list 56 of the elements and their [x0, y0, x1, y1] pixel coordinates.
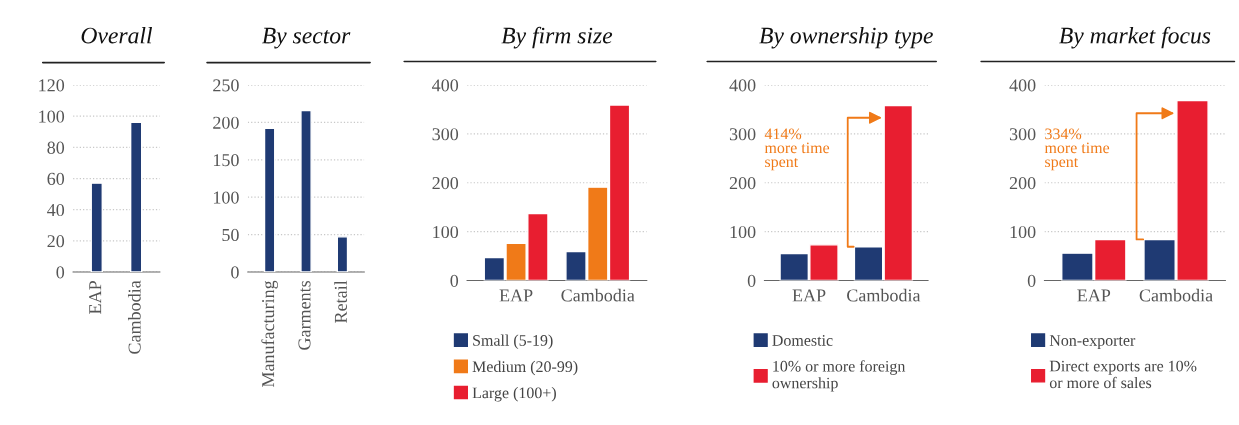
y-tick-label: 300 — [729, 128, 756, 141]
legend-label: 10% or more foreign ownership — [772, 360, 906, 392]
legend-label: Small (5-19) — [473, 334, 553, 350]
legend-label: Direct exports are 10% or more of sales — [1049, 360, 1197, 389]
y-tick-label: 80 — [47, 141, 65, 154]
y-tick-label: 400 — [432, 79, 459, 92]
legend-label: Non-exporter — [1049, 335, 1136, 350]
y-tick-label: 0 — [56, 266, 65, 279]
y-tick-label: 40 — [47, 203, 65, 217]
chart-title: By market focus — [1059, 26, 1211, 49]
y-tick-label: 120 — [39, 79, 65, 92]
y-tick-label: 300 — [432, 128, 459, 141]
chart-title: Overall — [81, 26, 153, 44]
x-tick-label: Cambodia — [127, 280, 141, 354]
y-tick-label: 400 — [1009, 79, 1036, 92]
bar — [336, 236, 349, 272]
y-tick-label: 400 — [729, 79, 756, 92]
y-tick-label: 100 — [730, 225, 756, 239]
y-tick-label: 100 — [1010, 225, 1036, 239]
y-tick-label: 50 — [222, 228, 239, 242]
legend-label: Domestic — [772, 335, 833, 346]
x-tick-label: Retail — [334, 280, 347, 323]
y-tick-label: 20 — [47, 235, 65, 248]
y-tick-label: 100 — [213, 191, 239, 204]
y-tick-label: 0 — [1027, 274, 1036, 287]
y-tick-label: 0 — [231, 266, 239, 279]
y-tick-label: 100 — [39, 110, 65, 123]
y-tick-label: 200 — [432, 177, 459, 190]
y-tick-label: 200 — [729, 177, 756, 190]
y-tick-label: 0 — [747, 274, 756, 287]
y-tick-label: 60 — [47, 172, 65, 185]
x-tick-label: EAP — [499, 289, 533, 302]
bar — [263, 127, 276, 272]
x-tick-label: EAP — [792, 289, 826, 302]
x-tick-label: Cambodia — [1139, 288, 1213, 302]
legend-label: Large (100+) — [472, 387, 556, 402]
legend-label: Medium (20-99) — [472, 360, 578, 376]
x-tick-label: EAP — [1077, 289, 1111, 302]
annotation: 334% more time spent — [1044, 128, 1110, 171]
y-tick-label: 300 — [1009, 128, 1036, 141]
chart-title: By firm size — [501, 26, 613, 49]
chart-title: By sector — [261, 27, 351, 49]
annotation: 414% more time spent — [764, 128, 830, 171]
y-tick-label: 100 — [433, 225, 459, 239]
x-tick-label: Manufacturing — [261, 280, 278, 388]
x-tick-label: Garments — [298, 280, 311, 350]
y-tick-label: 150 — [213, 154, 239, 167]
x-tick-label: EAP — [89, 281, 102, 314]
chart-title: By ownership type — [759, 26, 933, 49]
bar — [300, 109, 312, 272]
y-tick-label: 0 — [450, 274, 459, 287]
x-tick-label: Cambodia — [561, 288, 635, 302]
y-tick-label: 200 — [1009, 177, 1036, 190]
x-tick-label: Cambodia — [847, 288, 921, 302]
y-tick-label: 200 — [213, 116, 239, 129]
y-tick-label: 250 — [213, 79, 239, 92]
